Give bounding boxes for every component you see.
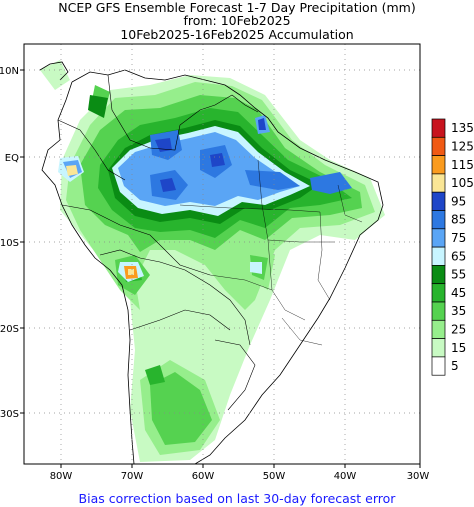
- title-line-3: 10Feb2025-16Feb2025 Accumulation: [120, 27, 354, 42]
- legend-label-75: 75: [451, 231, 466, 245]
- legend-label-55: 55: [451, 268, 466, 282]
- legend-swatch-85: [431, 210, 446, 230]
- lon-label-80w: 80W: [50, 471, 73, 482]
- bias-correction-note: Bias correction based on last 30-day for…: [78, 491, 396, 506]
- lat-label-10n: 10N: [0, 66, 19, 77]
- lat-label-eq: EQ: [5, 153, 19, 164]
- lat-label-10s: 10S: [0, 238, 19, 249]
- legend-swatch-35: [431, 301, 446, 321]
- legend-swatch-15: [431, 338, 446, 358]
- precip-95-area: [155, 118, 266, 192]
- legend-swatch-75: [431, 228, 446, 248]
- legend-swatch-25: [431, 319, 446, 339]
- legend-label-5: 5: [451, 359, 459, 373]
- lon-label-70w: 70W: [121, 471, 144, 482]
- legend-label-15: 15: [451, 341, 466, 355]
- lat-label-20s: 20S: [0, 324, 19, 335]
- legend-label-95: 95: [451, 194, 466, 208]
- map-content: [24, 44, 420, 464]
- legend-label-45: 45: [451, 286, 466, 300]
- precip-high-spots: [66, 165, 138, 279]
- precipitation-legend: 135 125 115 105 95 85 75 65 55 45 35 25 15 5: [431, 118, 474, 376]
- legend-label-105: 105: [451, 176, 474, 190]
- state-borders: [179, 159, 363, 346]
- legend-label-25: 25: [451, 322, 466, 336]
- lon-label-50w: 50W: [263, 471, 286, 482]
- legend-swatch-5: [431, 356, 446, 376]
- legend-label-35: 35: [451, 304, 466, 318]
- lat-label-30s: 30S: [0, 409, 19, 420]
- legend-label-135: 135: [451, 121, 474, 135]
- legend-swatch-135: [431, 118, 446, 138]
- legend-label-125: 125: [451, 139, 474, 153]
- title-line-2: from: 10Feb2025: [183, 13, 291, 28]
- legend-swatch-55: [431, 265, 446, 285]
- legend-swatch-105: [431, 173, 446, 193]
- legend-swatch-65: [431, 246, 446, 266]
- legend-swatch-125: [431, 136, 446, 156]
- legend-swatch-45: [431, 283, 446, 303]
- title-line-1: NCEP GFS Ensemble Forecast 1-7 Day Preci…: [58, 0, 416, 15]
- coastline: [39, 61, 384, 464]
- legend-label-115: 115: [451, 158, 474, 172]
- lon-label-60w: 60W: [192, 471, 215, 482]
- legend-swatch-115: [431, 155, 446, 175]
- legend-swatch-95: [431, 191, 446, 211]
- lon-label-30w: 30W: [407, 471, 430, 482]
- lon-label-40w: 40W: [334, 471, 357, 482]
- map-frame: [23, 43, 421, 465]
- legend-label-85: 85: [451, 213, 466, 227]
- country-borders: [57, 74, 259, 411]
- graticule: [24, 44, 420, 464]
- axis-ticks: [20, 69, 421, 468]
- legend-label-65: 65: [451, 249, 466, 263]
